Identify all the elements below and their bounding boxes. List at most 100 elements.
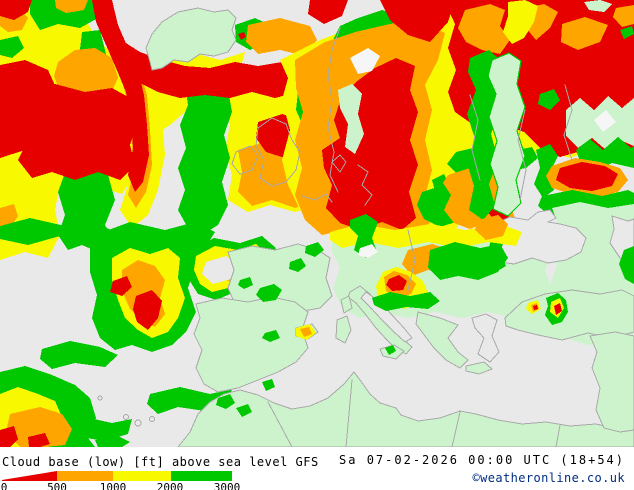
map-shape bbox=[561, 17, 608, 50]
africa-border bbox=[345, 379, 353, 447]
north-africa-land bbox=[177, 371, 634, 447]
africa-border bbox=[451, 411, 461, 447]
map-shape bbox=[594, 110, 616, 132]
ireland-coastline bbox=[231, 145, 259, 175]
adriatic-sea bbox=[360, 291, 413, 343]
legend-tick-0: 0 bbox=[0, 481, 8, 490]
map-shape bbox=[110, 276, 132, 296]
denmark-coastline bbox=[331, 154, 347, 173]
map-shape bbox=[503, 0, 538, 44]
legend-segment-red-wedge bbox=[2, 471, 57, 481]
map-shape bbox=[556, 162, 618, 191]
legend-segment-green bbox=[171, 471, 232, 481]
copyright: ©weatheronline.co.uk bbox=[472, 471, 625, 485]
valid-time-label: Sa 07-02-2026 00:00 UTC (18+54) bbox=[339, 453, 625, 467]
france-land bbox=[227, 243, 333, 313]
map-shape bbox=[238, 32, 246, 40]
sardinia bbox=[335, 315, 352, 344]
africa-border bbox=[555, 424, 561, 447]
map-title: Cloud base (low) [ft] above sea level GF… bbox=[2, 455, 319, 469]
map-shape bbox=[0, 0, 32, 20]
middle-east-land bbox=[589, 331, 634, 433]
canary-island bbox=[149, 416, 155, 422]
legend-tick-3000: 3000 bbox=[213, 481, 241, 490]
map-shape bbox=[554, 303, 562, 315]
border-line bbox=[469, 94, 481, 181]
map-shape bbox=[467, 50, 500, 220]
border-line bbox=[563, 84, 573, 161]
map-shape bbox=[18, 84, 138, 180]
map-shape bbox=[358, 244, 378, 258]
map-shape bbox=[386, 275, 407, 291]
map-shape bbox=[613, 5, 634, 27]
map-shape bbox=[538, 89, 560, 110]
coastlines bbox=[97, 27, 573, 447]
map-area bbox=[0, 0, 634, 447]
northern-clouds bbox=[280, 0, 634, 242]
map-shape bbox=[620, 26, 634, 39]
map-shape bbox=[0, 426, 18, 447]
border-line bbox=[517, 109, 527, 201]
map-shape bbox=[55, 0, 88, 13]
legend-tick-labels: 0 500 1000 2000 3000 bbox=[0, 481, 242, 490]
north-sea-coastline bbox=[301, 193, 333, 203]
map-shape bbox=[133, 290, 162, 330]
legend-tick-1000: 1000 bbox=[99, 481, 127, 490]
uk-coastline bbox=[255, 117, 301, 187]
map-shape bbox=[458, 4, 510, 54]
map-shape bbox=[202, 256, 239, 284]
aegean-sea bbox=[471, 313, 500, 363]
map-shape bbox=[305, 242, 324, 257]
legend-segment-yellow bbox=[113, 471, 171, 481]
map-shape bbox=[0, 204, 18, 228]
map-shape bbox=[178, 80, 232, 235]
finland-clear-area bbox=[487, 52, 526, 217]
map-footer: Cloud base (low) [ft] above sea level GF… bbox=[0, 447, 634, 490]
map-shape bbox=[92, 0, 149, 192]
norway-coastline bbox=[327, 27, 341, 193]
canary-island bbox=[134, 419, 142, 427]
map-shape bbox=[289, 258, 306, 272]
map-shape bbox=[338, 84, 364, 154]
map-shape bbox=[40, 341, 118, 369]
map-shape bbox=[216, 394, 235, 409]
map-shape bbox=[330, 224, 522, 248]
map-shape bbox=[385, 345, 396, 355]
map-shape bbox=[533, 305, 538, 310]
madeira-island bbox=[97, 395, 103, 401]
color-scale-bar bbox=[2, 471, 232, 481]
iceland-land bbox=[145, 7, 237, 71]
legend-segment-orange bbox=[57, 471, 113, 481]
canary-island bbox=[123, 414, 129, 420]
weather-map bbox=[0, 0, 634, 447]
map-shape bbox=[28, 433, 50, 447]
corsica bbox=[340, 295, 353, 314]
map-shape bbox=[350, 48, 380, 74]
map-shape bbox=[380, 0, 455, 42]
map-shape bbox=[256, 284, 282, 302]
map-shape bbox=[0, 36, 24, 58]
map-shape bbox=[0, 218, 112, 245]
map-shape bbox=[428, 242, 508, 280]
atlantic-clouds bbox=[0, 0, 348, 447]
map-shape bbox=[308, 0, 348, 24]
map-shape bbox=[584, 0, 612, 12]
map-shape bbox=[236, 404, 252, 417]
map-shape bbox=[619, 246, 634, 284]
map-shape bbox=[475, 215, 508, 240]
map-shape bbox=[246, 18, 317, 56]
africa-border bbox=[267, 401, 293, 447]
crete bbox=[465, 361, 493, 375]
map-shape bbox=[30, 0, 105, 30]
map-shape bbox=[95, 436, 130, 447]
map-shape bbox=[262, 330, 280, 342]
land-and-southern-clouds bbox=[177, 202, 634, 447]
map-shape bbox=[300, 327, 312, 337]
map-shape bbox=[372, 292, 440, 311]
legend-tick-2000: 2000 bbox=[156, 481, 184, 490]
greece-land bbox=[415, 311, 469, 369]
legend-tick-500: 500 bbox=[47, 481, 67, 490]
border-line bbox=[407, 229, 416, 291]
map-shape bbox=[238, 277, 253, 289]
